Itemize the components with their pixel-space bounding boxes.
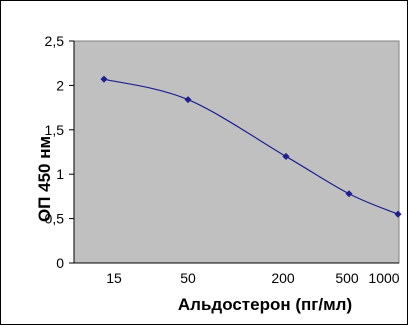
- series-layer: [100, 75, 402, 218]
- x-axis-ticks: 15 50 200 500 1000: [74, 262, 400, 286]
- y-tick-label: 2,5: [45, 33, 65, 49]
- x-axis-title: Альдостерон (пг/мл): [178, 295, 352, 314]
- data-point-marker: [394, 210, 402, 218]
- y-tick-label: 1: [56, 166, 64, 182]
- y-tick-label: 1,5: [45, 122, 65, 138]
- series-line: [103, 78, 399, 215]
- y-axis-title: ОП 450 нм: [35, 136, 54, 222]
- data-point-marker: [282, 152, 290, 160]
- x-tick-label: 15: [106, 270, 122, 286]
- x-tick-label: 200: [271, 270, 295, 286]
- y-axis-ticks: 0 0,5 1 1,5 2 2,5: [45, 33, 75, 271]
- data-point-marker: [345, 190, 353, 198]
- plot-area: [73, 40, 400, 264]
- y-tick-label: 2: [56, 77, 64, 93]
- data-point-marker: [184, 96, 192, 104]
- y-tick-label: 0,5: [45, 211, 65, 227]
- x-tick-label: 50: [180, 270, 196, 286]
- y-tick-label: 0: [56, 255, 64, 271]
- data-point-marker: [100, 75, 108, 83]
- x-tick-label: 1000: [368, 270, 399, 286]
- x-tick-label: 500: [335, 270, 359, 286]
